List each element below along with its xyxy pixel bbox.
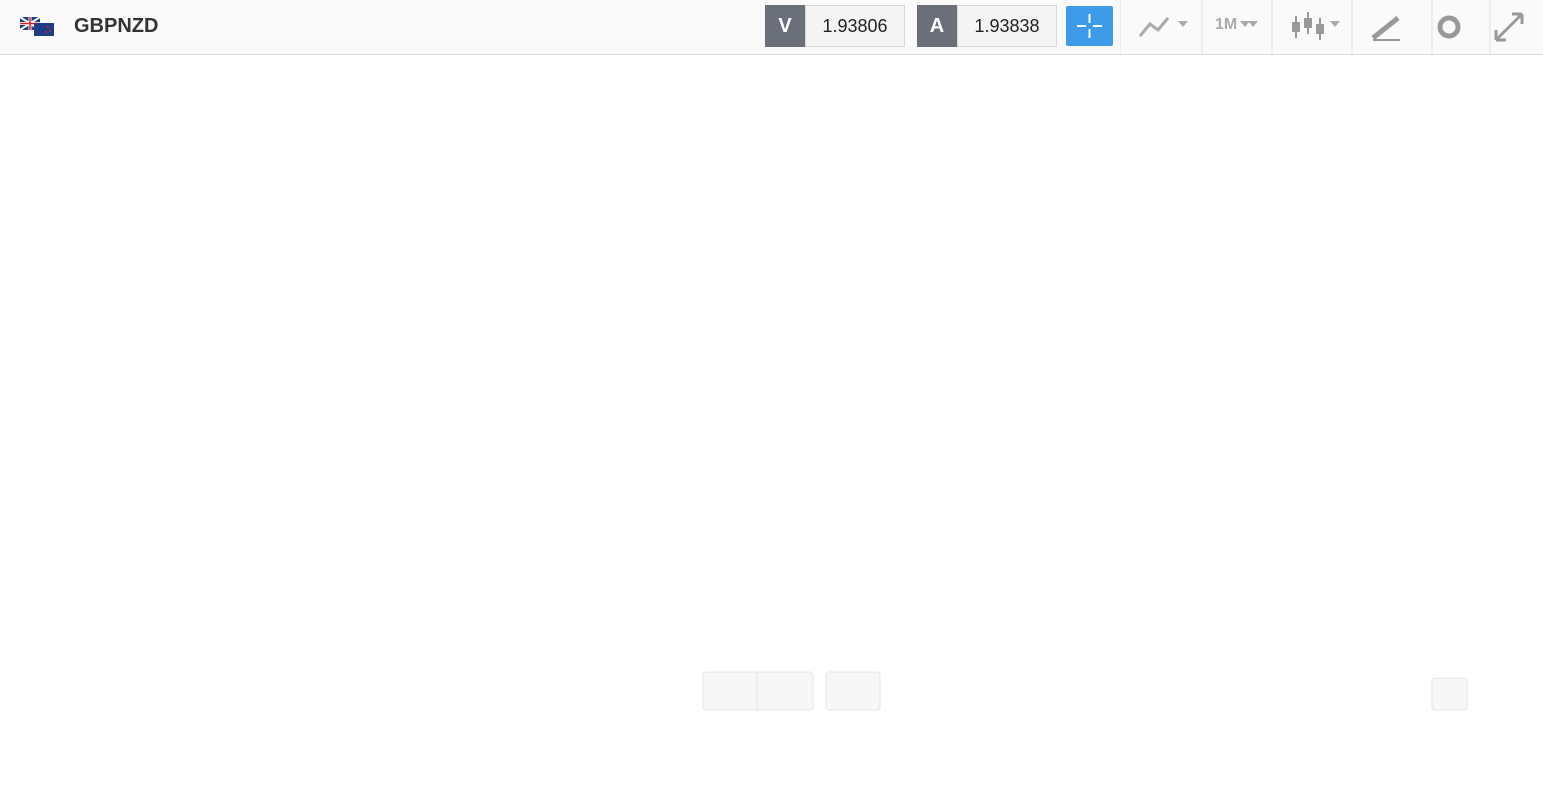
toolbar: GBPNZD V 1.93806 A 1.93838 1M	[0, 0, 1543, 55]
flag-icon	[20, 17, 54, 36]
bid-price[interactable]: 1.93806	[805, 5, 905, 47]
timeframe-caret	[1240, 21, 1250, 27]
toolbar-icons	[1120, 0, 1524, 54]
nav-buttons	[702, 671, 1468, 711]
bid-button[interactable]: V	[765, 5, 805, 47]
crosshair-button[interactable]	[1066, 6, 1113, 46]
timeframe-button[interactable]: 1M	[1215, 16, 1238, 33]
ask-price[interactable]: 1.93838	[957, 5, 1057, 47]
ask-button[interactable]: A	[917, 5, 957, 47]
symbol: GBPNZD	[74, 15, 159, 37]
